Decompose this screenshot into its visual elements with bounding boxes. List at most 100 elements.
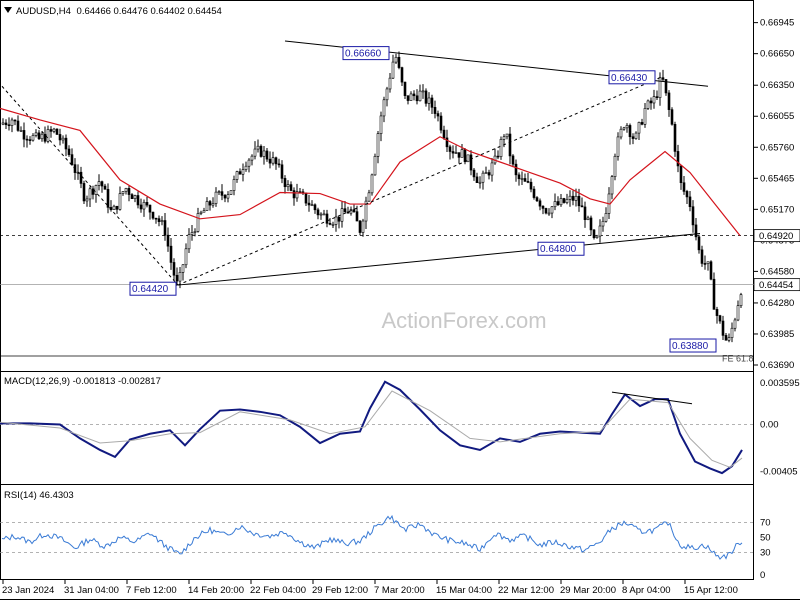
candle-body (160, 220, 164, 222)
candle-body (412, 93, 416, 97)
candle-body (682, 182, 686, 192)
candle-body (52, 128, 56, 132)
candle (508, 127, 512, 165)
candle-body (439, 115, 443, 131)
candle (223, 193, 227, 203)
candle (649, 97, 653, 110)
price-axis-label: 0.64580 (760, 266, 794, 277)
candle (490, 158, 494, 182)
candle (166, 227, 170, 252)
candle-body (94, 185, 98, 195)
candle-body (352, 209, 356, 212)
candle (652, 89, 656, 109)
collapse-triangle-icon[interactable] (4, 7, 12, 13)
candle (154, 217, 158, 224)
candle-body (79, 171, 83, 184)
candle-body (655, 96, 659, 98)
candle-body (427, 97, 431, 104)
candle-body (502, 136, 506, 140)
candle-body (475, 176, 479, 184)
candle (403, 81, 407, 99)
candle-body (211, 203, 215, 206)
rsi-pane-frame (0, 484, 754, 580)
candle (370, 173, 374, 196)
candle-body (616, 136, 620, 157)
candle-body (601, 220, 605, 227)
candle (412, 90, 416, 101)
candle (571, 190, 575, 206)
candle-body (214, 191, 218, 204)
candle (406, 95, 410, 105)
price-tag-box (608, 70, 656, 85)
candle-body (46, 129, 50, 142)
candle (94, 184, 98, 203)
candle (190, 225, 194, 241)
candle-body (559, 198, 563, 206)
candle (373, 153, 377, 176)
candle-body (49, 129, 53, 132)
candle-body (226, 194, 230, 199)
price-axis-label: 0.65465 (760, 173, 794, 184)
candle-body (505, 133, 509, 138)
candle-body (364, 200, 368, 222)
time-axis-label: 23 Jan 2024 (2, 585, 54, 596)
candle (106, 183, 110, 214)
candle (367, 189, 371, 202)
candle-body (289, 184, 293, 191)
candle (586, 215, 590, 221)
candle-body (100, 181, 104, 187)
candle-body (646, 100, 650, 109)
time-axis-label: 22 Feb 04:00 (250, 585, 306, 596)
candle (4, 119, 8, 129)
time-axis-label: 29 Mar 20:00 (560, 585, 616, 596)
candle (727, 333, 731, 343)
candle-body (259, 145, 263, 157)
candle (442, 125, 446, 140)
candle-body (406, 95, 410, 101)
candle (259, 144, 263, 158)
candle (538, 198, 542, 211)
candle (160, 216, 164, 226)
candle (610, 174, 614, 200)
candle-body (673, 124, 677, 152)
candle-body (367, 192, 371, 202)
candle (583, 201, 587, 228)
candle-body (142, 202, 146, 210)
price-tag-label: 0.64800 (540, 244, 577, 255)
level-price-tag: 0.64920 (759, 231, 793, 242)
price-axis-label: 0.66350 (760, 80, 794, 91)
candle-body (604, 213, 608, 222)
candle (358, 219, 362, 236)
candle (211, 197, 215, 208)
candle (580, 197, 584, 208)
candle-body (400, 67, 404, 83)
candle-body (304, 192, 308, 204)
candle (394, 53, 398, 64)
time-axis-label: 15 Apr 12:00 (684, 585, 738, 596)
candle-body (154, 217, 158, 220)
candle-body (67, 148, 71, 155)
candle-body (496, 155, 500, 158)
candle (451, 145, 455, 159)
candle-body (643, 108, 647, 125)
candle (496, 150, 500, 160)
candle (316, 207, 320, 220)
time-axis-label: 7 Feb 12:00 (126, 585, 177, 596)
candle-body (415, 95, 419, 102)
price-axis-label: 0.65760 (760, 142, 794, 153)
candle (667, 90, 671, 117)
candle (427, 92, 431, 111)
time-axis-label: 31 Jan 04:00 (64, 585, 119, 596)
candle (724, 333, 728, 341)
candle-body (649, 100, 653, 104)
candle (118, 186, 122, 211)
candle-body (28, 139, 32, 141)
candle-body (472, 169, 476, 178)
candle (235, 170, 239, 183)
candle (736, 300, 740, 322)
candle-body (307, 202, 311, 206)
candle (277, 158, 281, 168)
candle-body (463, 149, 467, 163)
candle-body (130, 194, 134, 199)
candle (148, 204, 152, 220)
